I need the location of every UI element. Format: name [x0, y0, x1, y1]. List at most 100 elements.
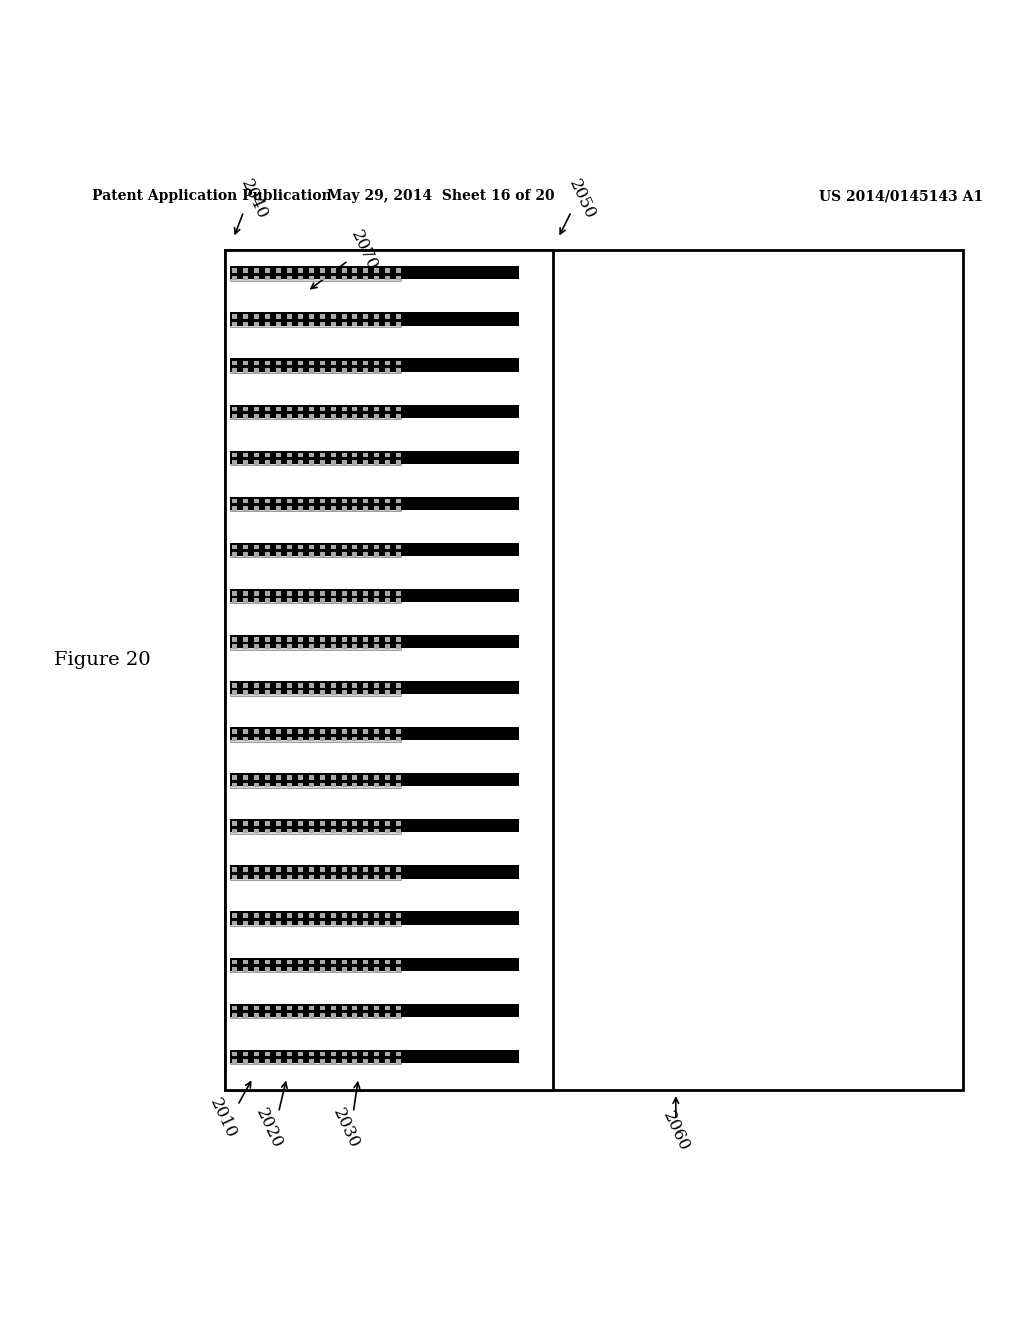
- Bar: [309, 921, 313, 925]
- Bar: [364, 276, 369, 280]
- Bar: [396, 461, 401, 465]
- Bar: [230, 543, 519, 556]
- Bar: [309, 821, 313, 826]
- Bar: [375, 414, 379, 418]
- Bar: [230, 820, 519, 833]
- Bar: [342, 737, 346, 741]
- Bar: [385, 968, 390, 972]
- Bar: [319, 783, 325, 787]
- Bar: [254, 644, 259, 649]
- Bar: [342, 591, 346, 595]
- Bar: [244, 499, 249, 503]
- Text: 2050: 2050: [565, 177, 598, 222]
- Bar: [331, 867, 336, 873]
- Bar: [298, 276, 303, 280]
- Bar: [232, 875, 238, 879]
- Bar: [375, 775, 379, 780]
- Bar: [287, 913, 292, 919]
- Bar: [232, 598, 238, 603]
- Bar: [232, 638, 238, 642]
- Bar: [230, 727, 519, 741]
- Bar: [244, 829, 249, 833]
- Bar: [230, 314, 400, 327]
- Bar: [309, 314, 313, 319]
- Bar: [319, 598, 325, 603]
- Bar: [309, 414, 313, 418]
- Bar: [331, 775, 336, 780]
- Bar: [244, 453, 249, 457]
- Bar: [375, 682, 379, 688]
- Bar: [352, 506, 357, 511]
- Bar: [244, 268, 249, 273]
- Bar: [254, 968, 259, 972]
- Bar: [385, 414, 390, 418]
- Bar: [331, 1006, 336, 1010]
- Bar: [298, 867, 303, 873]
- Bar: [244, 1059, 249, 1064]
- Bar: [309, 461, 313, 465]
- Bar: [287, 960, 292, 964]
- Bar: [298, 591, 303, 595]
- Bar: [265, 682, 270, 688]
- Bar: [287, 591, 292, 595]
- Bar: [396, 1012, 401, 1018]
- Bar: [254, 821, 259, 826]
- Bar: [319, 913, 325, 919]
- Bar: [396, 821, 401, 826]
- Bar: [319, 1059, 325, 1064]
- Bar: [331, 499, 336, 503]
- Bar: [287, 729, 292, 734]
- Bar: [244, 968, 249, 972]
- Bar: [230, 404, 519, 417]
- Bar: [319, 875, 325, 879]
- Bar: [396, 368, 401, 372]
- Bar: [287, 690, 292, 696]
- Bar: [364, 638, 369, 642]
- Bar: [232, 644, 238, 649]
- Bar: [375, 737, 379, 741]
- Bar: [298, 913, 303, 919]
- Bar: [298, 783, 303, 787]
- Bar: [364, 268, 369, 273]
- Bar: [265, 729, 270, 734]
- Bar: [265, 644, 270, 649]
- Bar: [309, 322, 313, 326]
- Bar: [232, 314, 238, 319]
- Bar: [352, 682, 357, 688]
- Bar: [276, 368, 282, 372]
- Bar: [230, 591, 400, 603]
- Bar: [230, 499, 400, 511]
- Bar: [352, 638, 357, 642]
- Bar: [244, 644, 249, 649]
- Bar: [309, 276, 313, 280]
- Bar: [254, 414, 259, 418]
- Bar: [232, 506, 238, 511]
- Bar: [254, 829, 259, 833]
- Bar: [342, 506, 346, 511]
- Bar: [342, 407, 346, 412]
- Bar: [331, 407, 336, 412]
- Bar: [385, 499, 390, 503]
- Bar: [319, 506, 325, 511]
- Bar: [254, 591, 259, 595]
- Bar: [276, 499, 282, 503]
- Bar: [352, 545, 357, 549]
- Bar: [232, 729, 238, 734]
- Bar: [352, 921, 357, 925]
- Bar: [385, 960, 390, 964]
- Bar: [385, 921, 390, 925]
- Bar: [319, 729, 325, 734]
- Bar: [385, 638, 390, 642]
- Bar: [230, 913, 400, 927]
- Bar: [375, 453, 379, 457]
- Bar: [375, 729, 379, 734]
- Bar: [331, 644, 336, 649]
- Bar: [244, 414, 249, 418]
- Bar: [254, 1052, 259, 1056]
- Bar: [309, 453, 313, 457]
- Bar: [331, 682, 336, 688]
- Bar: [230, 635, 519, 648]
- Bar: [276, 875, 282, 879]
- Bar: [319, 276, 325, 280]
- Bar: [385, 552, 390, 557]
